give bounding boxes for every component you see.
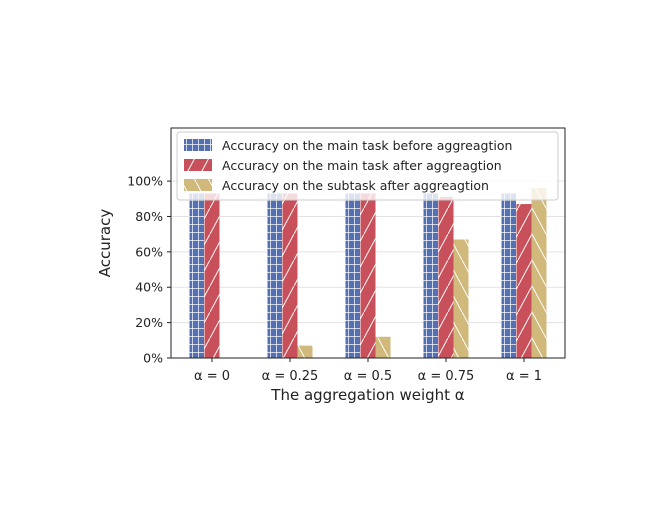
x-tick-label: α = 0 xyxy=(194,369,230,384)
x-tick-label: α = 1 xyxy=(506,369,542,384)
bars xyxy=(189,188,547,358)
bar-after-3 xyxy=(438,197,454,358)
legend-label: Accuracy on the main task after aggreagt… xyxy=(222,158,502,173)
bar-subtask-3 xyxy=(453,239,469,358)
bar-after-2 xyxy=(360,193,376,358)
bar-before-4 xyxy=(501,193,517,358)
x-axis-label: The aggregation weight α xyxy=(270,386,465,404)
bar-after-0 xyxy=(204,193,220,358)
bar-before-0 xyxy=(189,193,205,358)
y-tick-label: 20% xyxy=(135,315,163,330)
bar-before-2 xyxy=(345,193,361,358)
y-axis-label: Accuracy xyxy=(96,209,114,278)
y-tick-label: 80% xyxy=(135,209,163,224)
bar-before-1 xyxy=(267,193,283,358)
bar-before-3 xyxy=(423,193,439,358)
x-tick-label: α = 0.5 xyxy=(344,369,392,384)
y-tick-label: 40% xyxy=(135,280,163,295)
bar-after-1 xyxy=(282,193,298,358)
bar-subtask-4 xyxy=(531,188,547,358)
x-axis: α = 0 α = 0.25 α = 0.5 α = 0.75 α = 1 xyxy=(194,358,542,384)
y-tick-label: 100% xyxy=(127,174,163,189)
legend: Accuracy on the main task before aggreag… xyxy=(176,131,559,201)
legend-label: Accuracy on the subtask after aggreagtio… xyxy=(222,178,489,193)
bar-subtask-1 xyxy=(297,345,313,358)
legend-swatch-before xyxy=(184,139,212,151)
legend-label: Accuracy on the main task before aggreag… xyxy=(222,138,512,153)
y-tick-label: 0% xyxy=(143,351,163,366)
y-axis: 0% 20% 40% 60% 80% 100% xyxy=(127,174,171,366)
bar-after-4 xyxy=(516,204,532,358)
legend-swatch-after xyxy=(184,159,212,171)
legend-swatch-subtask xyxy=(184,179,212,191)
x-tick-label: α = 0.25 xyxy=(262,369,319,384)
x-tick-label: α = 0.75 xyxy=(418,369,475,384)
y-tick-label: 60% xyxy=(135,244,163,259)
legend-box xyxy=(176,131,559,201)
bar-subtask-2 xyxy=(375,336,391,358)
